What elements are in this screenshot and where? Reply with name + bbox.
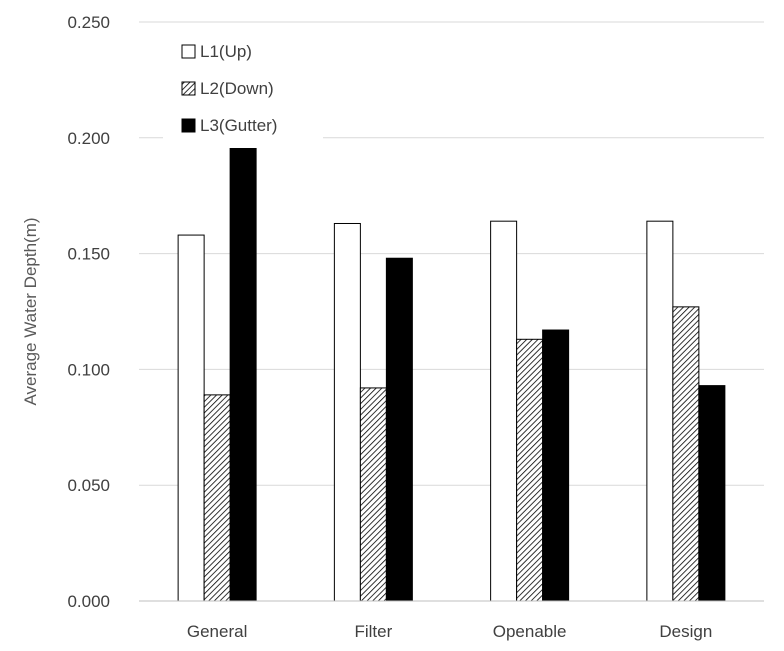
x-tick-label: General xyxy=(187,622,247,641)
bar-white xyxy=(646,220,674,602)
legend: L1(Up) L2(Down) L3(Gutter) xyxy=(163,30,323,148)
bar-black xyxy=(542,329,570,602)
y-tick-label: 0.250 xyxy=(67,13,110,32)
bar-hatch xyxy=(359,387,387,602)
y-tick-label: 0.050 xyxy=(67,476,110,495)
y-tick-label: 0.200 xyxy=(67,129,110,148)
x-tick-label: Openable xyxy=(493,622,567,641)
bar-hatch xyxy=(672,306,700,602)
y-axis-ticks: 0.000 0.050 0.100 0.150 0.200 0.250 xyxy=(67,13,110,611)
legend-swatch xyxy=(181,44,196,59)
x-axis-ticks: General Filter Openable Design xyxy=(187,622,712,641)
bar-white xyxy=(490,220,518,602)
legend-swatch xyxy=(181,81,196,96)
bar-black xyxy=(229,139,257,602)
legend-label: L2(Down) xyxy=(200,79,274,98)
y-tick-label: 0.100 xyxy=(67,360,110,379)
bars xyxy=(177,139,726,602)
bar-hatch xyxy=(203,394,231,602)
legend-swatch xyxy=(181,118,196,133)
y-tick-label: 0.000 xyxy=(67,592,110,611)
legend-label: L1(Up) xyxy=(200,42,252,61)
y-axis-title: Average Water Depth(m) xyxy=(21,217,40,405)
x-tick-label: Design xyxy=(659,622,712,641)
bar-white xyxy=(333,222,361,602)
bar-hatch xyxy=(516,338,544,602)
y-tick-label: 0.150 xyxy=(67,245,110,264)
x-tick-label: Filter xyxy=(354,622,392,641)
legend-label: L3(Gutter) xyxy=(200,116,277,135)
bar-black xyxy=(385,257,413,602)
bar-white xyxy=(177,234,205,602)
bar-black xyxy=(698,385,726,602)
